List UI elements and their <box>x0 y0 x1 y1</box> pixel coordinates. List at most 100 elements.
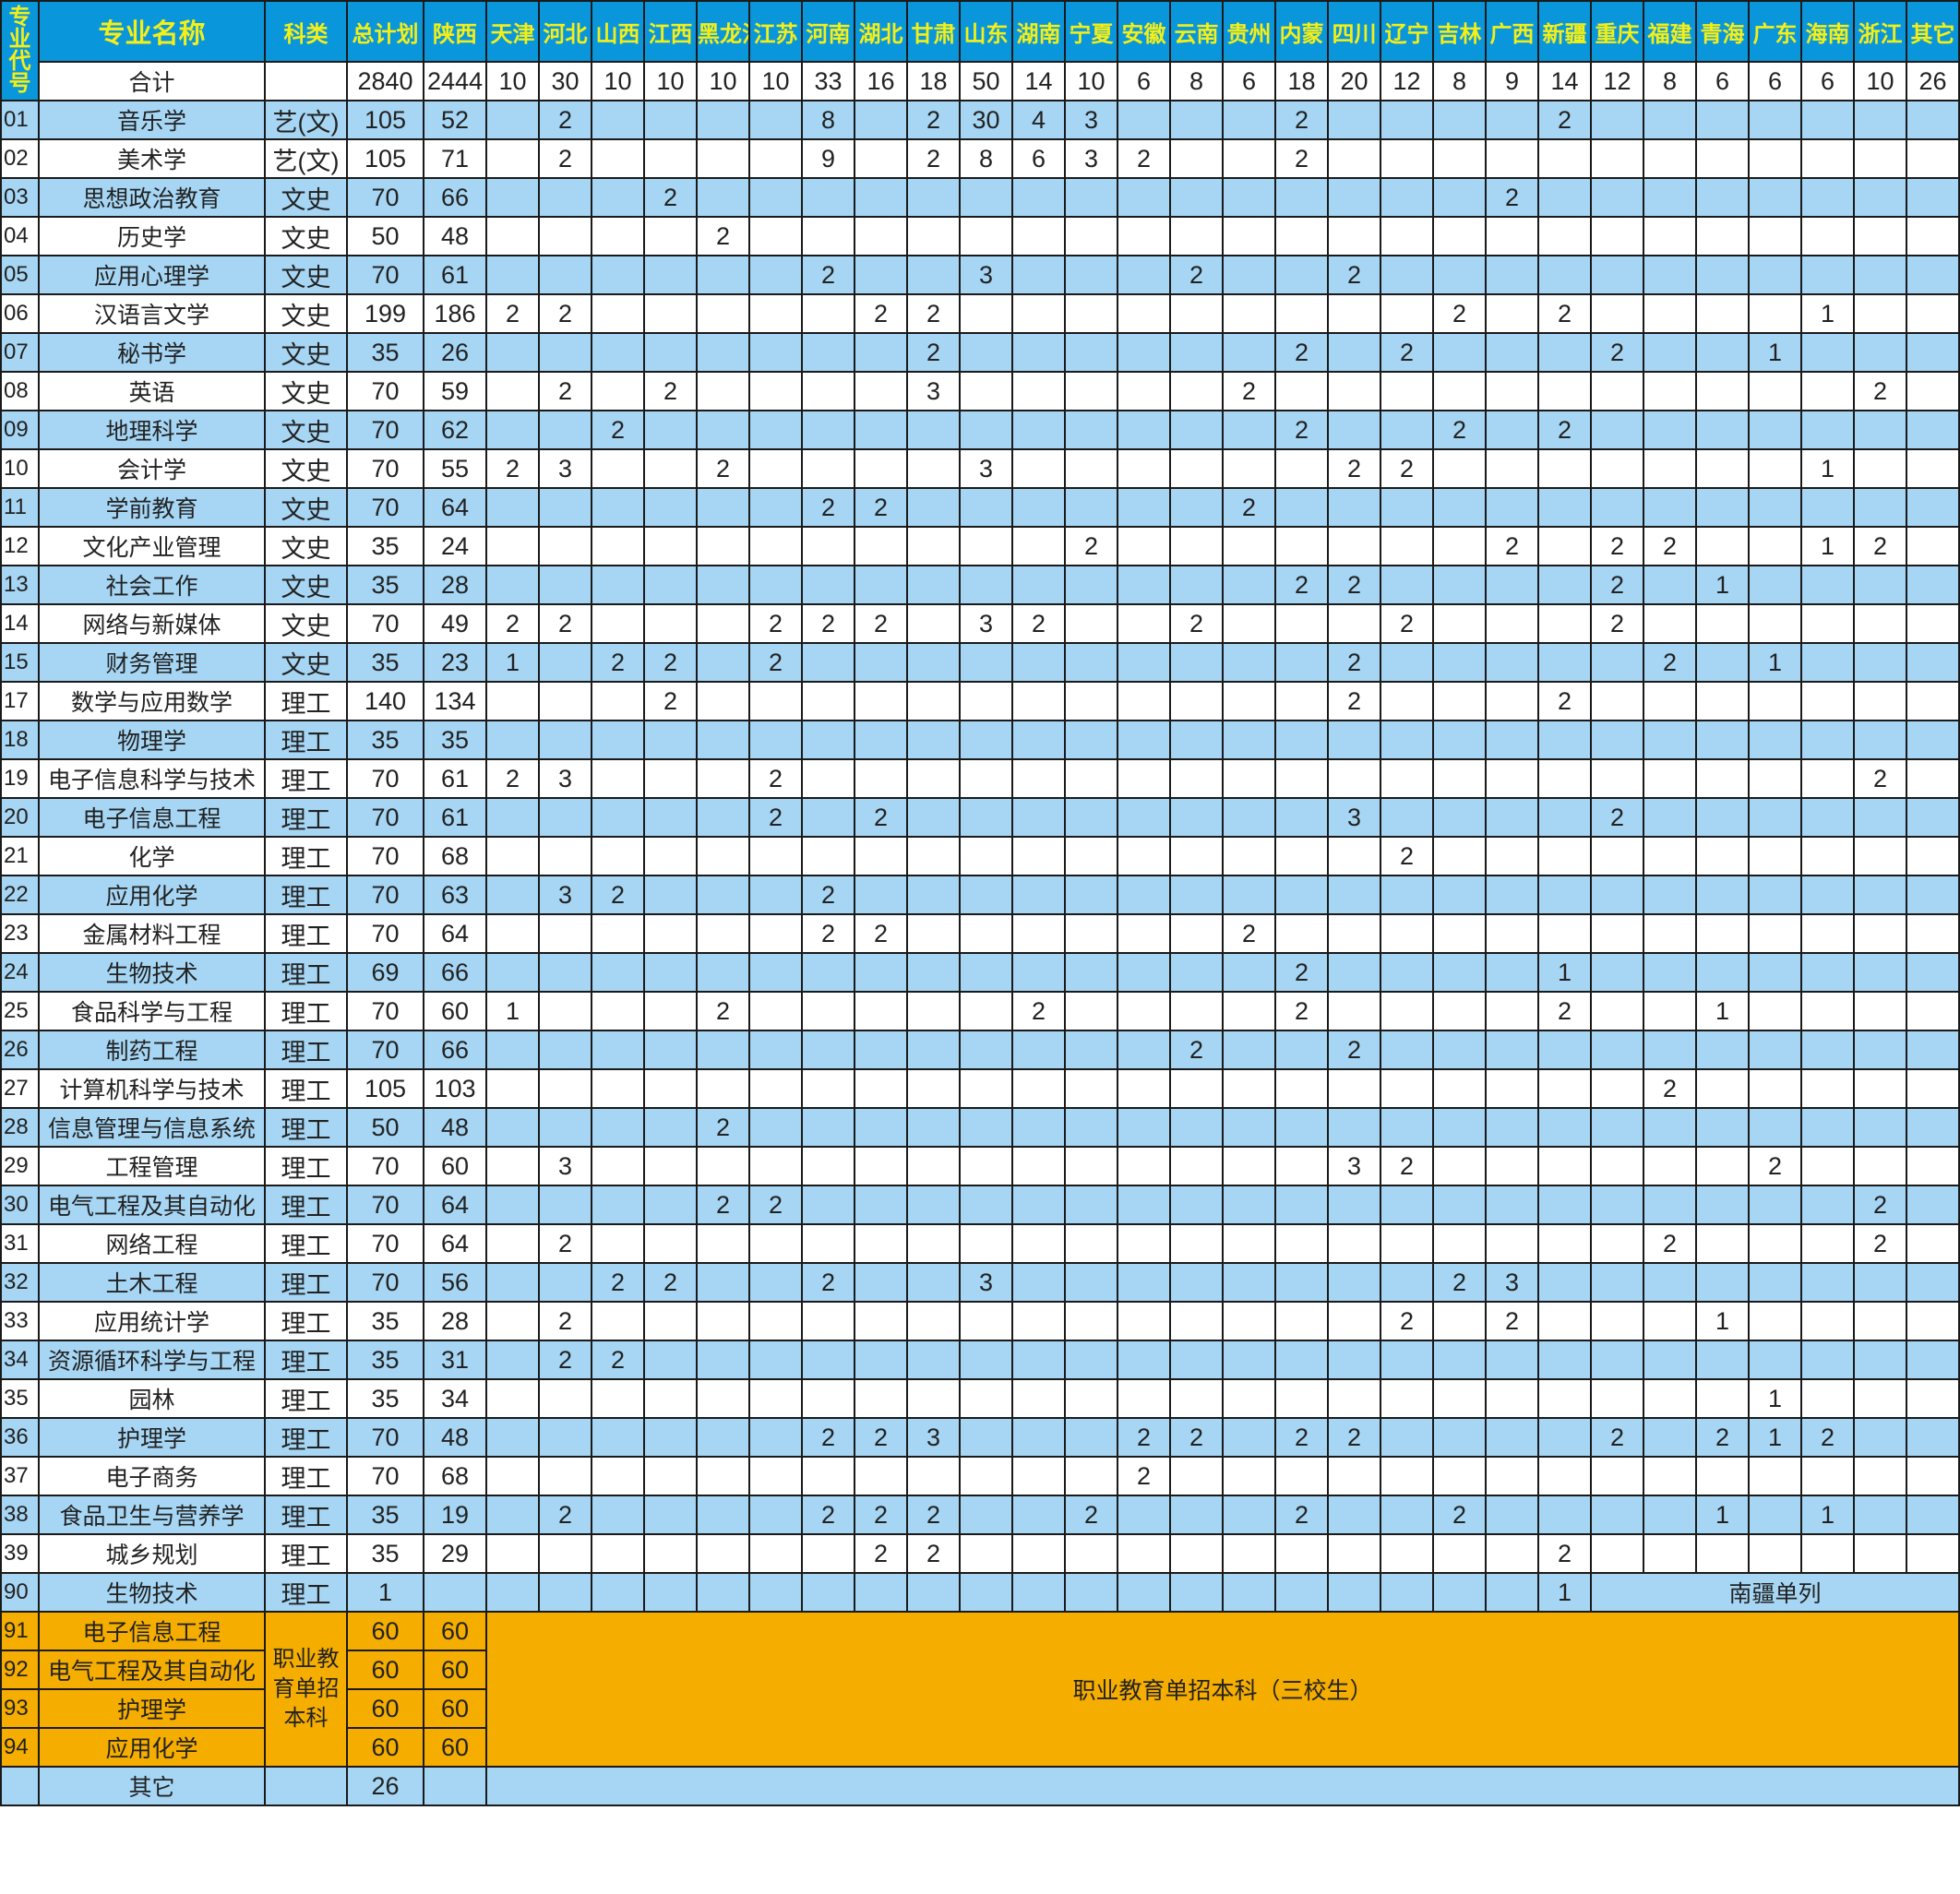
totals-quota: 8 <box>1432 61 1487 101</box>
major-name: 历史学 <box>38 216 266 256</box>
province-quota <box>1380 177 1434 218</box>
major-code: 22 <box>0 875 40 915</box>
province-quota <box>1327 758 1381 799</box>
province-quota <box>591 758 645 799</box>
province-quota: 1 <box>1800 293 1855 334</box>
province-quota <box>1695 1378 1750 1419</box>
other-total: 26 <box>346 1766 424 1806</box>
table-row: 21 化学 理工 70 68 2 <box>0 836 1960 876</box>
province-quota: 2 <box>1485 1301 1539 1341</box>
province-quota: 2 <box>696 1185 750 1225</box>
province-quota <box>643 293 698 334</box>
province-quota <box>1485 487 1539 528</box>
province-quota <box>591 952 645 993</box>
province-quota <box>748 1030 803 1070</box>
table-row: 35 园林 理工 35 34 1 <box>0 1378 1960 1419</box>
province-quota <box>748 448 803 489</box>
province-quota <box>1222 797 1276 838</box>
province-quota <box>1537 487 1592 528</box>
major-code: 20 <box>0 797 40 838</box>
major-name: 电气工程及其自动化 <box>38 1650 266 1690</box>
major-code: 29 <box>0 1146 40 1186</box>
major-name: 音乐学 <box>38 100 266 140</box>
province-quota: 2 <box>854 1495 908 1535</box>
province-quota <box>485 565 540 605</box>
province-quota <box>959 1223 1013 1264</box>
province-quota <box>1117 1146 1171 1186</box>
province-quota <box>959 332 1013 373</box>
province-quota <box>854 1185 908 1225</box>
province-quota <box>1643 1456 1697 1496</box>
province-quota: 2 <box>643 681 698 721</box>
province-quota <box>1695 255 1750 295</box>
province-quota <box>1011 952 1066 993</box>
province-quota <box>1906 1146 1960 1186</box>
province-quota <box>1748 1533 1802 1574</box>
province-quota <box>1274 1030 1329 1070</box>
province-quota: 2 <box>485 448 540 489</box>
province-quota <box>591 797 645 838</box>
province-quota <box>1748 1223 1802 1264</box>
province-quota <box>1327 1456 1381 1496</box>
province-quota <box>1117 565 1171 605</box>
province-quota <box>485 797 540 838</box>
province-quota <box>643 216 698 256</box>
province-quota <box>696 952 750 993</box>
province-quota <box>1380 1185 1434 1225</box>
province-quota <box>1380 1533 1434 1574</box>
major-shaanxi: 68 <box>423 1456 487 1496</box>
major-total: 70 <box>346 1456 424 1496</box>
province-quota <box>1485 952 1539 993</box>
province-quota <box>906 1185 961 1225</box>
province-quota <box>485 1533 540 1574</box>
province-quota <box>854 952 908 993</box>
province-quota <box>1590 681 1644 721</box>
province-quota <box>1643 410 1697 450</box>
province-quota <box>696 332 750 373</box>
province-quota <box>1590 952 1644 993</box>
header-row: 专业代号专业名称科类总计划陕西天津河北山西江西黑龙江江苏河南湖北甘肃山东湖南宁夏… <box>0 0 1960 101</box>
province-quota <box>906 1146 961 1186</box>
major-total: 35 <box>346 1301 424 1341</box>
province-quota <box>538 1533 592 1574</box>
province-quota <box>959 1030 1013 1070</box>
major-code: 28 <box>0 1107 40 1148</box>
major-name: 制药工程 <box>38 1030 266 1070</box>
province-quota <box>801 836 855 876</box>
major-total: 35 <box>346 720 424 760</box>
major-name: 电子商务 <box>38 1456 266 1496</box>
province-quota <box>1274 487 1329 528</box>
province-quota <box>1748 1068 1802 1109</box>
province-quota <box>959 487 1013 528</box>
province-quota <box>854 448 908 489</box>
province-quota: 2 <box>1274 991 1329 1031</box>
province-quota: 1 <box>1800 448 1855 489</box>
province-quota <box>906 526 961 566</box>
major-category: 理工 <box>264 1340 348 1380</box>
province-quota <box>1432 1456 1487 1496</box>
major-code: 93 <box>0 1688 40 1729</box>
province-quota <box>801 642 855 683</box>
header-province: 山东 <box>959 0 1013 63</box>
province-quota <box>1274 913 1329 954</box>
province-quota <box>1064 293 1118 334</box>
header-province: 黑龙江 <box>696 0 750 63</box>
province-quota <box>1643 797 1697 838</box>
major-category: 理工 <box>264 1068 348 1109</box>
province-quota <box>1748 1030 1802 1070</box>
province-quota <box>1853 293 1907 334</box>
major-shaanxi: 19 <box>423 1495 487 1535</box>
province-quota <box>1537 1340 1592 1380</box>
province-quota <box>643 410 698 450</box>
province-quota <box>643 875 698 915</box>
province-quota <box>1274 1378 1329 1419</box>
province-quota <box>854 1378 908 1419</box>
province-quota <box>906 952 961 993</box>
province-quota <box>696 1301 750 1341</box>
province-quota <box>1117 177 1171 218</box>
province-quota <box>1748 952 1802 993</box>
province-quota <box>748 526 803 566</box>
province-quota: 2 <box>1537 991 1592 1031</box>
province-quota <box>1800 410 1855 450</box>
province-quota <box>1800 797 1855 838</box>
